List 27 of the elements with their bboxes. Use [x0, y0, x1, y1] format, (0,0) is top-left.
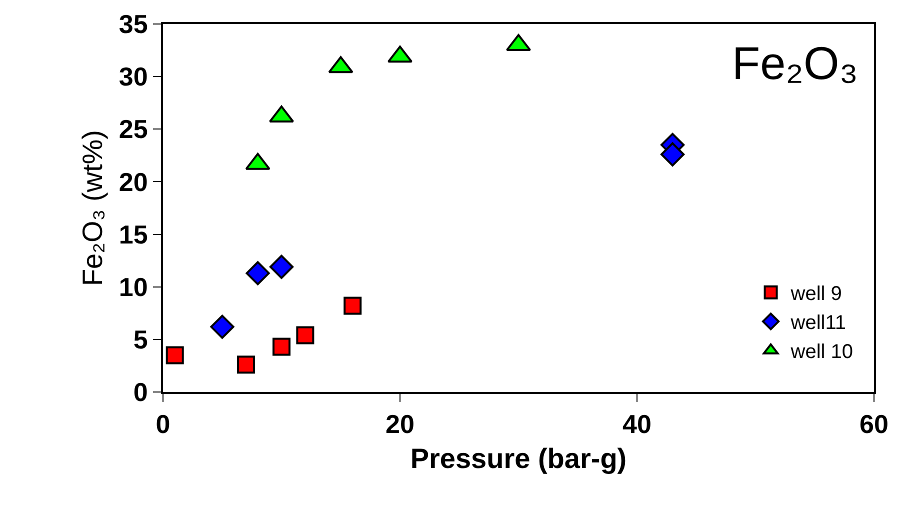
point: [210, 314, 234, 339]
y-tick-label: 35: [118, 9, 148, 40]
legend-label: well 10: [790, 341, 854, 364]
x-axis-title: Pressure (bar-g): [410, 442, 627, 474]
y-axis-title: Fe₂O₃ (wt%): [77, 130, 108, 286]
x-tick-label: 20: [386, 409, 414, 440]
y-tick-label: 15: [118, 219, 148, 250]
y-tick-label: 20: [118, 166, 148, 197]
y-tick-label: 30: [118, 62, 148, 92]
point: [344, 296, 362, 315]
point: [269, 254, 294, 279]
legend-label: well11: [790, 312, 846, 334]
point: [660, 142, 685, 166]
point: [296, 326, 314, 344]
x-tick-label: 40: [622, 409, 652, 440]
y-tick-label: 0: [133, 377, 148, 408]
y-tick-label: 5: [133, 324, 148, 355]
legend-label: well 9: [790, 283, 842, 306]
x-tick-label: 0: [156, 409, 170, 440]
y-tick-label: 10: [118, 272, 148, 302]
point: [246, 261, 270, 286]
point: [236, 356, 255, 374]
point: [272, 338, 290, 356]
x-tick-label: 60: [860, 409, 888, 440]
annotation: Fe₂O₃: [732, 37, 858, 89]
y-tick-label: 25: [118, 114, 148, 144]
point: [166, 346, 184, 364]
